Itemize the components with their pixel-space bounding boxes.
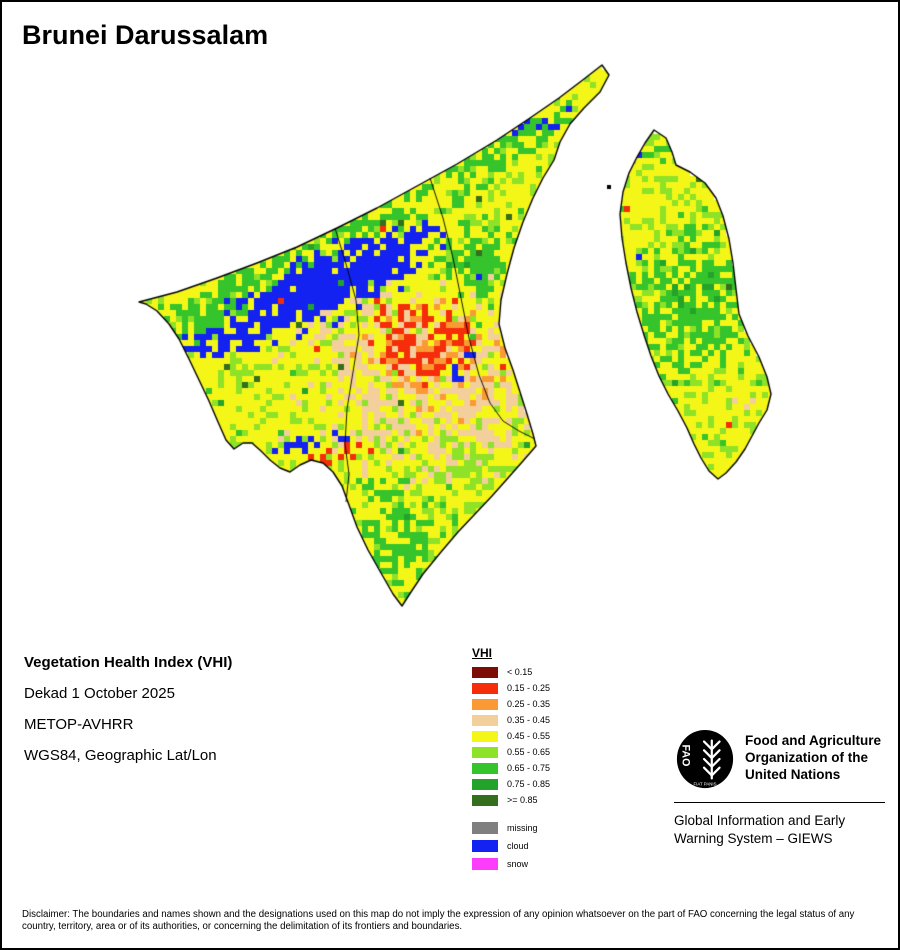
fao-org-name: Food and Agriculture Organization of the… — [745, 733, 881, 782]
legend-swatch-d_red — [472, 667, 498, 678]
legend-row-red: 0.15 - 0.25 — [472, 683, 550, 694]
page-title: Brunei Darussalam — [22, 20, 269, 50]
legend-row-snow: snow — [472, 858, 550, 870]
legend-label-snow: snow — [507, 858, 529, 869]
legend-row-d_green: >= 0.85 — [472, 795, 550, 806]
legend-row-green1: 0.65 - 0.75 — [472, 763, 550, 774]
fao-logo-motto: FIAT PANIS — [694, 782, 717, 787]
legend-label-green1: 0.65 - 0.75 — [507, 763, 551, 773]
legend-extra-list: missing cloud snow — [472, 822, 550, 870]
legend-label-missing: missing — [507, 822, 538, 833]
legend-label-d_red: < 0.15 — [507, 667, 533, 677]
legend-row-ygreen: 0.55 - 0.65 — [472, 747, 550, 758]
legend-row-orange: 0.25 - 0.35 — [472, 699, 550, 710]
legend-swatch-ygreen — [472, 747, 498, 758]
fao-logo-row: FAO FIAT PANIS Food and Agriculture Orga… — [674, 728, 885, 790]
fao-logo-icon: FAO FIAT PANIS — [676, 729, 734, 789]
legend-title: VHI — [472, 646, 493, 660]
fao-logo-acronym: FAO — [680, 744, 692, 766]
legend-label-yellow: 0.45 - 0.55 — [507, 731, 551, 741]
legend-label-red: 0.15 - 0.25 — [507, 683, 551, 693]
map-info-block: Vegetation Health Index (VHI) Dekad 1 Oc… — [24, 654, 232, 778]
legend-swatch-snow — [472, 858, 498, 870]
giews-label: Global Information and Early Warning Sys… — [674, 813, 846, 846]
legend-swatch-d_green — [472, 795, 498, 806]
legend-swatch-red — [472, 683, 498, 694]
info-dekad: Dekad 1 October 2025 — [24, 685, 175, 702]
legend-label-ygreen: 0.55 - 0.65 — [507, 747, 551, 757]
info-projection: WGS84, Geographic Lat/Lon — [24, 747, 217, 764]
legend-row-yellow: 0.45 - 0.55 — [472, 731, 550, 742]
legend-label-cloud: cloud — [507, 840, 529, 851]
fao-footer-block: FAO FIAT PANIS Food and Agriculture Orga… — [674, 728, 885, 848]
info-product: Vegetation Health Index (VHI) — [24, 654, 233, 671]
legend-row-tan: 0.35 - 0.45 — [472, 715, 550, 726]
legend-swatch-missing — [472, 822, 498, 834]
legend-label-green2: 0.75 - 0.85 — [507, 779, 551, 789]
vhi-legend: VHI < 0.15 0.15 - 0.25 0.25 - 0.35 0.35 - 0… — [472, 646, 550, 876]
info-sensor: METOP-AVHRR — [24, 716, 134, 733]
legend-row-missing: missing — [472, 822, 550, 834]
legend-label-d_green: >= 0.85 — [507, 795, 538, 805]
legend-row-green2: 0.75 - 0.85 — [472, 779, 550, 790]
legend-swatch-orange — [472, 699, 498, 710]
legend-row-d_red: < 0.15 — [472, 667, 550, 678]
legend-label-orange: 0.25 - 0.35 — [507, 699, 551, 709]
legend-label-tan: 0.35 - 0.45 — [507, 715, 551, 725]
wheat-emblem-icon — [702, 739, 721, 780]
legend-row-cloud: cloud — [472, 840, 550, 852]
legend-swatch-green1 — [472, 763, 498, 774]
disclaimer-text: Disclaimer: The boundaries and names sho… — [22, 909, 855, 932]
legend-class-list: < 0.15 0.15 - 0.25 0.25 - 0.35 0.35 - 0.45 0… — [472, 667, 550, 806]
legend-swatch-green2 — [472, 779, 498, 790]
legend-swatch-yellow — [472, 731, 498, 742]
legend-swatch-cloud — [472, 840, 498, 852]
fao-divider — [674, 802, 885, 803]
legend-swatch-tan — [472, 715, 498, 726]
